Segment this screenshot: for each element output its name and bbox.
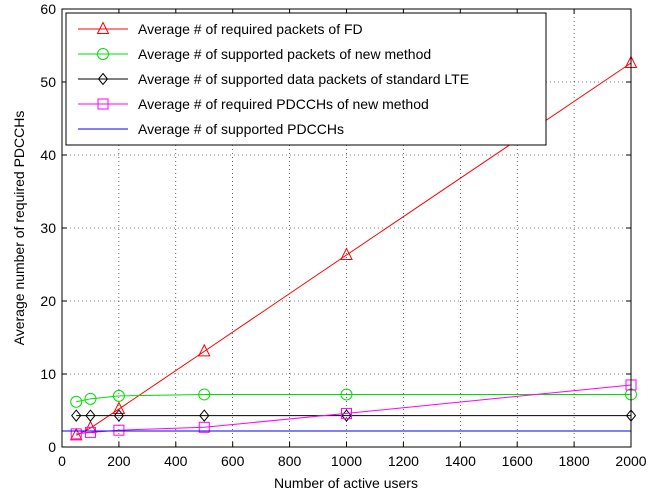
legend-marker <box>97 48 109 60</box>
y-tick-label: 30 <box>40 220 56 236</box>
legend-entry: Average # of required PDCCHs of new meth… <box>78 96 429 112</box>
legend-label: Average # of required PDCCHs of new meth… <box>138 96 429 112</box>
data-point <box>70 395 83 408</box>
legend-entry: Average # of supported PDCCHs <box>78 121 344 137</box>
legend-label: Average # of supported packets of new me… <box>138 46 431 62</box>
data-point <box>84 392 97 405</box>
data-point <box>113 409 125 422</box>
data-point <box>197 343 211 357</box>
x-tick-label: 1800 <box>559 453 590 469</box>
series-line <box>76 384 632 435</box>
data-point <box>69 427 83 441</box>
legend-label: Average # of required packets of FD <box>138 21 363 37</box>
data-point <box>85 409 96 422</box>
y-tick-label: 20 <box>40 293 56 309</box>
data-point <box>198 388 211 401</box>
legend-box <box>65 12 547 146</box>
series-line <box>76 393 631 403</box>
data-point <box>340 388 353 401</box>
data-point <box>112 401 126 415</box>
legend-marker <box>97 98 109 110</box>
legend-entry: Average # of supported data packets of s… <box>78 71 469 87</box>
y-tick-label: 50 <box>40 74 56 90</box>
data-point <box>341 407 352 419</box>
x-tick-label: 1000 <box>331 453 362 469</box>
y-tick-label: 10 <box>40 366 56 382</box>
x-tick-label: 200 <box>107 453 131 469</box>
x-tick-label: 600 <box>221 453 245 469</box>
series-2 <box>70 388 637 408</box>
ticks: 0 200 400 600 800 1000 1200 1400 1600 1800 2000 0 10… <box>40 1 646 469</box>
legend-marker <box>96 21 110 34</box>
y-tick-label: 40 <box>40 147 56 163</box>
legend-entry: Average # of supported packets of new me… <box>78 46 431 62</box>
data-point <box>70 428 82 440</box>
data-point <box>198 421 210 433</box>
legend: Average # of required packets of FD Avera… <box>65 12 547 146</box>
x-axis-label: Number of active users <box>274 475 418 491</box>
x-tick-label: 2000 <box>615 453 646 469</box>
data-point <box>199 409 210 422</box>
y-tick-label: 60 <box>40 1 56 17</box>
data-point <box>112 389 125 402</box>
legend-label: Average # of supported PDCCHs <box>138 121 344 137</box>
data-point <box>113 424 125 436</box>
x-tick-label: 800 <box>278 453 302 469</box>
y-tick-label: 0 <box>48 439 56 455</box>
x-tick-label: 0 <box>58 453 66 469</box>
y-axis-label: Average number of required PDCCHs <box>11 111 27 346</box>
data-point <box>84 426 96 438</box>
series-line <box>75 62 632 436</box>
x-tick-label: 1600 <box>502 453 533 469</box>
legend-marker <box>97 72 109 86</box>
legend-label: Average # of supported data packets of s… <box>138 71 469 87</box>
x-tick-label: 1400 <box>445 453 476 469</box>
data-point <box>340 247 353 261</box>
legend-entry: Average # of required packets of FD <box>78 21 363 37</box>
x-tick-label: 1200 <box>388 453 419 469</box>
x-tick-label: 400 <box>164 453 188 469</box>
data-point <box>71 409 82 422</box>
